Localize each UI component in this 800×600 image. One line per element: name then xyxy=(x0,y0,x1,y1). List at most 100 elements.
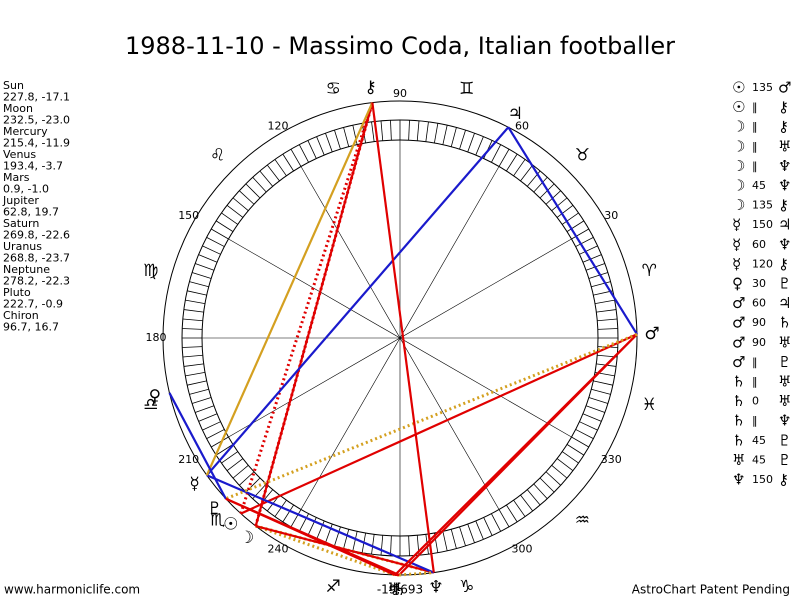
aspect-to: ♇ xyxy=(778,275,791,293)
aspect-type: 90 xyxy=(752,336,766,349)
ring-tick xyxy=(513,499,526,517)
aspect-to: ♆ xyxy=(778,235,791,253)
aspect-from: ♂ xyxy=(732,333,745,351)
ring-tick xyxy=(561,212,579,225)
ring-tick xyxy=(597,318,618,322)
planet-glyph: ☿ xyxy=(189,474,199,494)
aspect-type: ‖ xyxy=(752,159,758,172)
aspect-to: ♅ xyxy=(778,333,791,351)
ring-tick xyxy=(566,220,585,232)
degree-label: 210 xyxy=(178,453,199,466)
aspect-from: ☽ xyxy=(732,118,745,136)
ring-tick xyxy=(316,136,325,156)
ring-tick xyxy=(334,526,341,547)
ring-tick xyxy=(579,245,598,255)
ring-tick xyxy=(459,129,466,150)
ring-tick xyxy=(211,228,229,240)
aspect-from: ♄ xyxy=(732,431,745,449)
ring-tick xyxy=(433,123,439,144)
ring-tick xyxy=(425,121,429,142)
aspect-type: 45 xyxy=(752,434,766,447)
aspect-type: 30 xyxy=(752,277,766,290)
ring-tick xyxy=(467,133,475,153)
planet-coords: 96.7, 16.7 xyxy=(3,321,59,334)
ring-tick xyxy=(575,236,594,247)
aspect-line xyxy=(254,102,374,527)
aspect-line xyxy=(206,474,435,574)
aspect-line xyxy=(225,497,396,576)
ring-tick xyxy=(588,272,609,279)
aspect-type: ‖ xyxy=(752,375,758,388)
ring-tick xyxy=(187,290,207,296)
planet-glyph: ☉ xyxy=(223,515,238,535)
zodiac-sign: ♑ xyxy=(459,577,474,597)
planet-name: Jupiter xyxy=(2,194,39,207)
ring-tick xyxy=(343,127,350,147)
aspect-line xyxy=(240,333,638,515)
ring-tick xyxy=(274,499,287,517)
aspect-from: ☽ xyxy=(732,137,745,155)
aspect-type: 135 xyxy=(752,81,773,94)
ring-tick xyxy=(226,204,244,218)
aspect-from: ♄ xyxy=(732,392,745,410)
ring-tick xyxy=(585,405,605,413)
ring-tick xyxy=(591,388,611,395)
ring-tick xyxy=(526,489,541,506)
ring-tick xyxy=(252,177,267,193)
ring-tick xyxy=(221,212,239,225)
aspect-type: 0 xyxy=(752,395,759,408)
ring-tick xyxy=(408,535,410,556)
ring-tick xyxy=(226,458,244,472)
degree-label: 30 xyxy=(604,209,618,222)
ring-tick xyxy=(520,494,534,512)
aspect-line xyxy=(225,332,638,501)
aspect-line xyxy=(205,126,510,477)
aspect-to: ♆ xyxy=(778,177,791,195)
aspect-line xyxy=(168,392,227,500)
ring-tick xyxy=(239,471,255,486)
degree-label: 180 xyxy=(146,331,167,344)
ring-tick xyxy=(561,451,579,464)
aspect-to: ♄ xyxy=(778,314,791,332)
ring-tick xyxy=(571,436,589,448)
planet-glyph: ♄ xyxy=(391,580,406,600)
aspect-from: ♀ xyxy=(732,275,743,293)
ring-tick xyxy=(307,140,317,159)
ring-tick xyxy=(551,464,568,479)
planet-name: Neptune xyxy=(3,263,50,276)
ring-tick xyxy=(416,120,420,141)
ring-tick xyxy=(380,535,384,556)
ring-tick xyxy=(182,346,203,348)
aspect-to: ⚷ xyxy=(778,98,789,116)
planet-name: Saturn xyxy=(3,217,39,230)
ring-tick xyxy=(491,513,502,532)
aspect-from: ☿ xyxy=(732,216,741,234)
degree-label: 60 xyxy=(515,120,529,133)
ring-tick xyxy=(582,254,602,263)
ring-tick xyxy=(259,170,274,187)
ring-tick xyxy=(245,477,261,493)
ring-tick xyxy=(266,164,280,182)
ring-tick xyxy=(325,133,333,153)
ring-tick xyxy=(334,129,341,150)
aspect-line xyxy=(239,102,374,515)
ring-tick xyxy=(475,136,484,156)
planet-glyph: ☽ xyxy=(239,528,254,548)
zodiac-sign: ♈ xyxy=(642,261,657,281)
ring-tick xyxy=(513,159,526,177)
planet-coords: 215.4, -11.9 xyxy=(3,137,70,150)
ring-tick xyxy=(556,204,574,218)
ring-tick xyxy=(380,120,384,141)
center-label: -19,693 xyxy=(377,583,423,597)
planet-coords: 232.5, -23.0 xyxy=(3,114,70,127)
ring-tick xyxy=(282,153,294,172)
zodiac-sign: ♎ xyxy=(143,395,158,415)
ring-tick xyxy=(185,299,206,305)
aspect-from: ☉ xyxy=(732,98,745,116)
ring-tick xyxy=(588,397,609,404)
aspect-to: ♂ xyxy=(778,79,791,97)
planet-glyph: ♅ xyxy=(387,580,402,600)
aspect-to: ⚷ xyxy=(778,196,789,214)
zodiac-sign: ♍ xyxy=(143,261,158,281)
chart-title: 1988-11-10 - Massimo Coda, Italian footb… xyxy=(125,32,675,60)
